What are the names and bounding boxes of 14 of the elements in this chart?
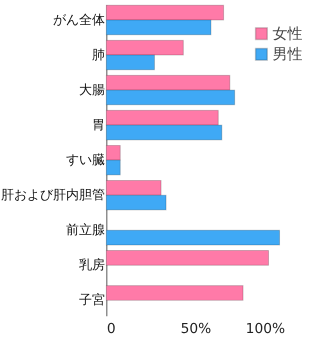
y-tick-label: 肺 (92, 48, 105, 63)
y-tick-label: 大腸 (78, 83, 105, 98)
x-tick-label: 100% (246, 320, 286, 337)
x-tick-label: 0 (106, 320, 116, 337)
y-tick-label: すい臓 (66, 153, 105, 168)
y-tick-label: 胃 (92, 118, 105, 134)
x-tick-label: 50% (180, 320, 212, 337)
y-tick-label: 前立腺 (66, 222, 105, 238)
legend-label: 男性 (272, 46, 303, 64)
y-tick-label: 肝および肝内胆管 (0, 188, 105, 204)
y-tick-label: 乳房 (78, 257, 105, 274)
y-tick-label: がん全体 (52, 12, 105, 28)
legend-label: 女性 (272, 26, 303, 43)
y-tick-label: 子宮 (78, 292, 105, 308)
